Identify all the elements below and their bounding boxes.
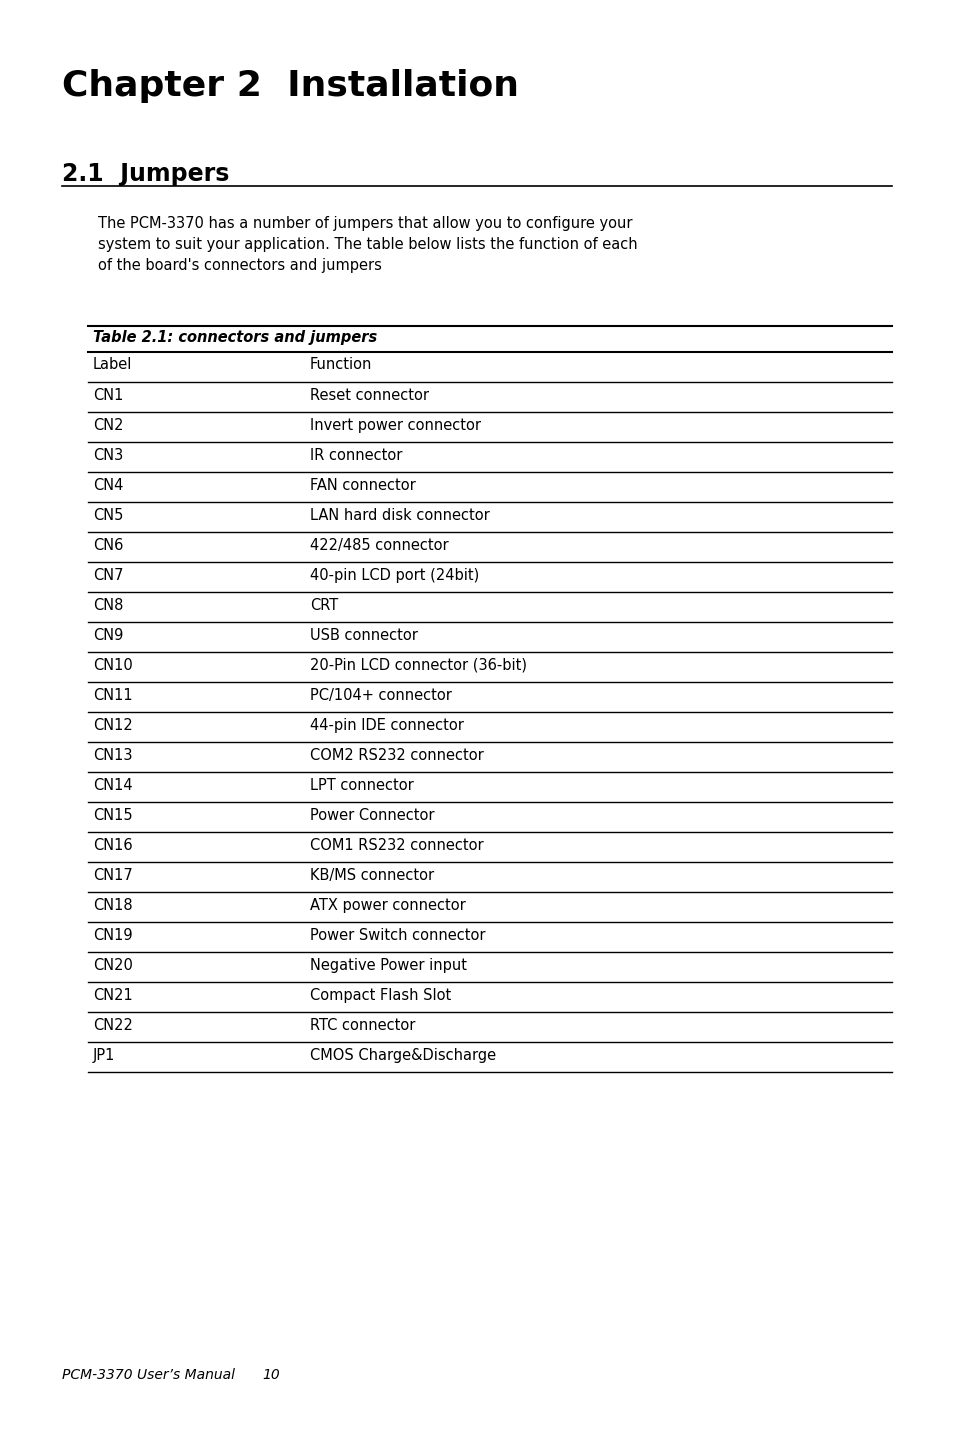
Text: CN13: CN13 [92,749,132,763]
Text: Label: Label [92,357,132,371]
Text: 40-pin LCD port (24bit): 40-pin LCD port (24bit) [310,568,478,584]
Text: CN2: CN2 [92,417,123,433]
Text: The PCM-3370 has a number of jumpers that allow you to configure your: The PCM-3370 has a number of jumpers tha… [98,217,632,231]
Text: Power Switch connector: Power Switch connector [310,928,485,944]
Text: CMOS Charge&Discharge: CMOS Charge&Discharge [310,1048,496,1063]
Text: CN18: CN18 [92,898,132,913]
Text: Power Connector: Power Connector [310,807,434,823]
Text: CN7: CN7 [92,568,123,584]
Text: ATX power connector: ATX power connector [310,898,465,913]
Text: CN5: CN5 [92,508,123,523]
Text: CN10: CN10 [92,658,132,673]
Text: CN3: CN3 [92,447,123,463]
Text: 10: 10 [262,1368,279,1382]
Text: Table 2.1: connectors and jumpers: Table 2.1: connectors and jumpers [92,330,376,346]
Text: KB/MS connector: KB/MS connector [310,868,434,883]
Text: of the board's connectors and jumpers: of the board's connectors and jumpers [98,258,381,272]
Text: 422/485 connector: 422/485 connector [310,538,448,554]
Text: 20-Pin LCD connector (36-bit): 20-Pin LCD connector (36-bit) [310,658,526,673]
Text: PC/104+ connector: PC/104+ connector [310,688,452,703]
Text: FAN connector: FAN connector [310,478,416,493]
Text: CN19: CN19 [92,928,132,944]
Text: LPT connector: LPT connector [310,779,414,793]
Text: 44-pin IDE connector: 44-pin IDE connector [310,718,463,733]
Text: Reset connector: Reset connector [310,389,429,403]
Text: CN6: CN6 [92,538,123,554]
Text: CN9: CN9 [92,628,123,642]
Text: CN15: CN15 [92,807,132,823]
Text: system to suit your application. The table below lists the function of each: system to suit your application. The tab… [98,237,637,252]
Text: CN14: CN14 [92,779,132,793]
Text: PCM-3370 User’s Manual: PCM-3370 User’s Manual [62,1368,234,1382]
Text: IR connector: IR connector [310,447,402,463]
Text: CN4: CN4 [92,478,123,493]
Text: Negative Power input: Negative Power input [310,958,467,974]
Text: CN20: CN20 [92,958,132,974]
Text: CN8: CN8 [92,598,123,612]
Text: RTC connector: RTC connector [310,1018,415,1032]
Text: COM1 RS232 connector: COM1 RS232 connector [310,837,483,853]
Text: JP1: JP1 [92,1048,115,1063]
Text: 2.1  Jumpers: 2.1 Jumpers [62,162,229,186]
Text: Function: Function [310,357,372,371]
Text: CRT: CRT [310,598,338,612]
Text: USB connector: USB connector [310,628,417,642]
Text: Compact Flash Slot: Compact Flash Slot [310,988,451,1002]
Text: CN11: CN11 [92,688,132,703]
Text: Invert power connector: Invert power connector [310,417,480,433]
Text: COM2 RS232 connector: COM2 RS232 connector [310,749,483,763]
Text: LAN hard disk connector: LAN hard disk connector [310,508,489,523]
Text: CN12: CN12 [92,718,132,733]
Text: Chapter 2  Installation: Chapter 2 Installation [62,69,518,103]
Text: CN17: CN17 [92,868,132,883]
Text: CN22: CN22 [92,1018,132,1032]
Text: CN16: CN16 [92,837,132,853]
Text: CN21: CN21 [92,988,132,1002]
Text: CN1: CN1 [92,389,123,403]
